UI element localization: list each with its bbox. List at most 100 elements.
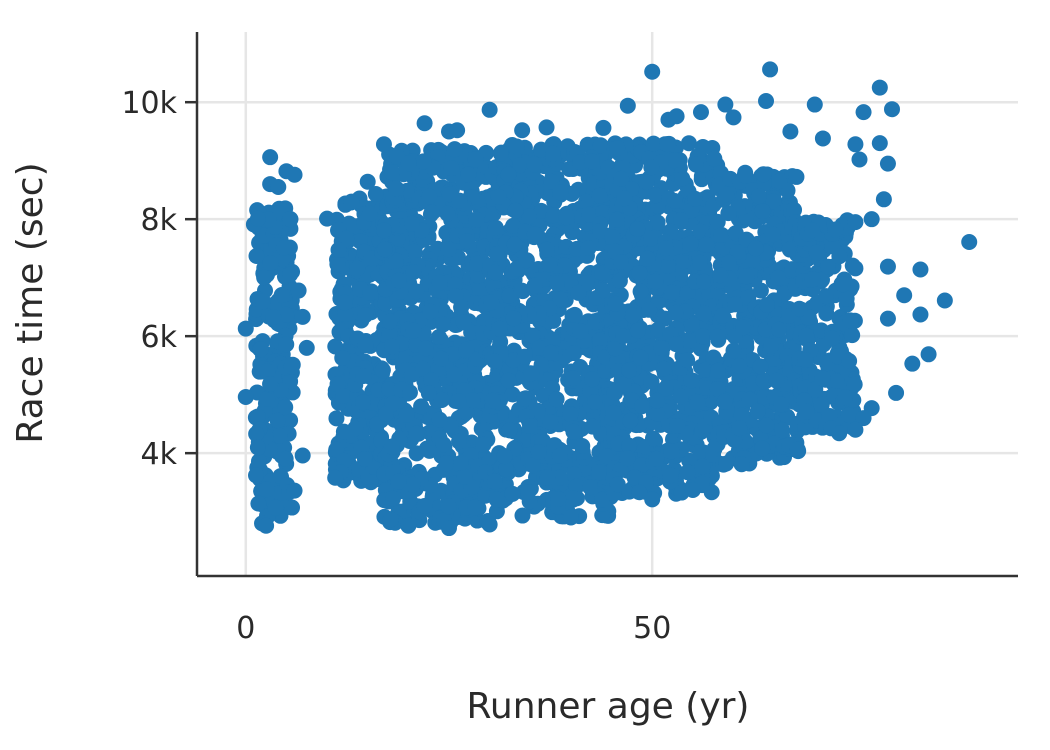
scatter-point <box>258 517 275 534</box>
scatter-point <box>405 322 422 339</box>
scatter-point <box>808 244 825 261</box>
scatter-point <box>298 339 315 356</box>
scatter-point <box>622 412 639 429</box>
scatter-point <box>450 393 467 410</box>
scatter-point <box>273 287 290 304</box>
scatter-point <box>583 153 600 170</box>
scatter-point <box>374 362 391 379</box>
scatter-point <box>356 450 373 467</box>
scatter-point <box>655 360 672 377</box>
scatter-point <box>563 185 580 202</box>
scatter-point <box>262 376 279 393</box>
scatter-point <box>720 254 737 271</box>
scatter-point <box>667 304 684 321</box>
scatter-point <box>649 214 666 231</box>
scatter-point <box>754 203 771 220</box>
scatter-point <box>237 320 254 337</box>
scatter-point <box>592 332 609 349</box>
scatter-point <box>936 292 953 309</box>
scatter-point <box>840 406 857 423</box>
scatter-point <box>758 296 775 313</box>
scatter-point <box>673 212 690 229</box>
scatter-point <box>447 287 464 304</box>
scatter-point <box>408 283 425 300</box>
scatter-point <box>632 349 649 366</box>
scatter-point <box>663 443 680 460</box>
scatter-point <box>770 269 787 286</box>
scatter-point <box>879 310 896 327</box>
scatter-point <box>681 452 698 469</box>
scatter-point <box>443 160 460 177</box>
scatter-point <box>592 223 609 240</box>
scatter-point <box>446 366 463 383</box>
scatter-point <box>417 340 434 357</box>
scatter-point <box>380 381 397 398</box>
scatter-point <box>758 417 775 434</box>
scatter-point <box>475 436 492 453</box>
scatter-point <box>248 467 265 484</box>
scatter-point <box>545 207 562 224</box>
scatter-point <box>604 229 621 246</box>
scatter-point <box>749 403 766 420</box>
scatter-point <box>488 245 505 262</box>
scatter-point <box>581 206 598 223</box>
scatter-point <box>508 138 525 155</box>
scatter-point <box>335 388 352 405</box>
scatter-point <box>416 115 433 132</box>
scatter-point <box>329 256 346 273</box>
scatter-point <box>680 135 697 152</box>
scatter-point <box>248 425 265 442</box>
scatter-point <box>912 261 929 278</box>
scatter-point <box>501 422 518 439</box>
scatter-point <box>277 450 294 467</box>
scatter-point <box>838 290 855 307</box>
scatter-point <box>440 241 457 258</box>
scatter-point <box>432 350 449 367</box>
scatter-point <box>649 405 666 422</box>
scatter-point <box>696 273 713 290</box>
scatter-point <box>486 352 503 369</box>
scatter-point <box>468 211 485 228</box>
scatter-point <box>538 119 555 136</box>
scatter-point <box>336 294 353 311</box>
scatter-point <box>641 301 658 318</box>
scatter-point <box>459 233 476 250</box>
scatter-point <box>863 211 880 228</box>
scatter-point <box>765 353 782 370</box>
scatter-point <box>645 135 662 152</box>
scatter-point <box>505 310 522 327</box>
scatter-point <box>791 300 808 317</box>
scatter-point <box>725 342 742 359</box>
scatter-point <box>382 313 399 330</box>
scatter-point <box>283 358 300 375</box>
scatter-point <box>514 507 531 524</box>
scatter-point <box>383 438 400 455</box>
scatter-point <box>819 258 836 275</box>
scatter-point <box>663 284 680 301</box>
scatter-point <box>647 187 664 204</box>
scatter-point <box>265 308 282 325</box>
scatter-point <box>657 380 674 397</box>
scatter-point <box>844 327 861 344</box>
scatter-point <box>384 395 401 412</box>
scatter-point <box>521 208 538 225</box>
scatter-point <box>421 442 438 459</box>
scatter-point <box>248 248 265 265</box>
scatter-point <box>421 188 438 205</box>
scatter-point <box>731 357 748 374</box>
scatter-point <box>674 170 691 187</box>
scatter-point <box>400 517 417 534</box>
scatter-point <box>250 495 267 512</box>
scatter-point <box>464 392 481 409</box>
scatter-point <box>249 210 266 227</box>
scatter-point <box>718 186 735 203</box>
scatter-point <box>518 252 535 269</box>
scatter-point <box>282 412 299 429</box>
scatter-point <box>259 390 276 407</box>
scatter-point <box>572 154 589 171</box>
scatter-point <box>841 352 858 369</box>
scatter-point <box>653 340 670 357</box>
scatter-point <box>804 271 821 288</box>
scatter-point <box>672 388 689 405</box>
scatter-point <box>831 425 848 442</box>
